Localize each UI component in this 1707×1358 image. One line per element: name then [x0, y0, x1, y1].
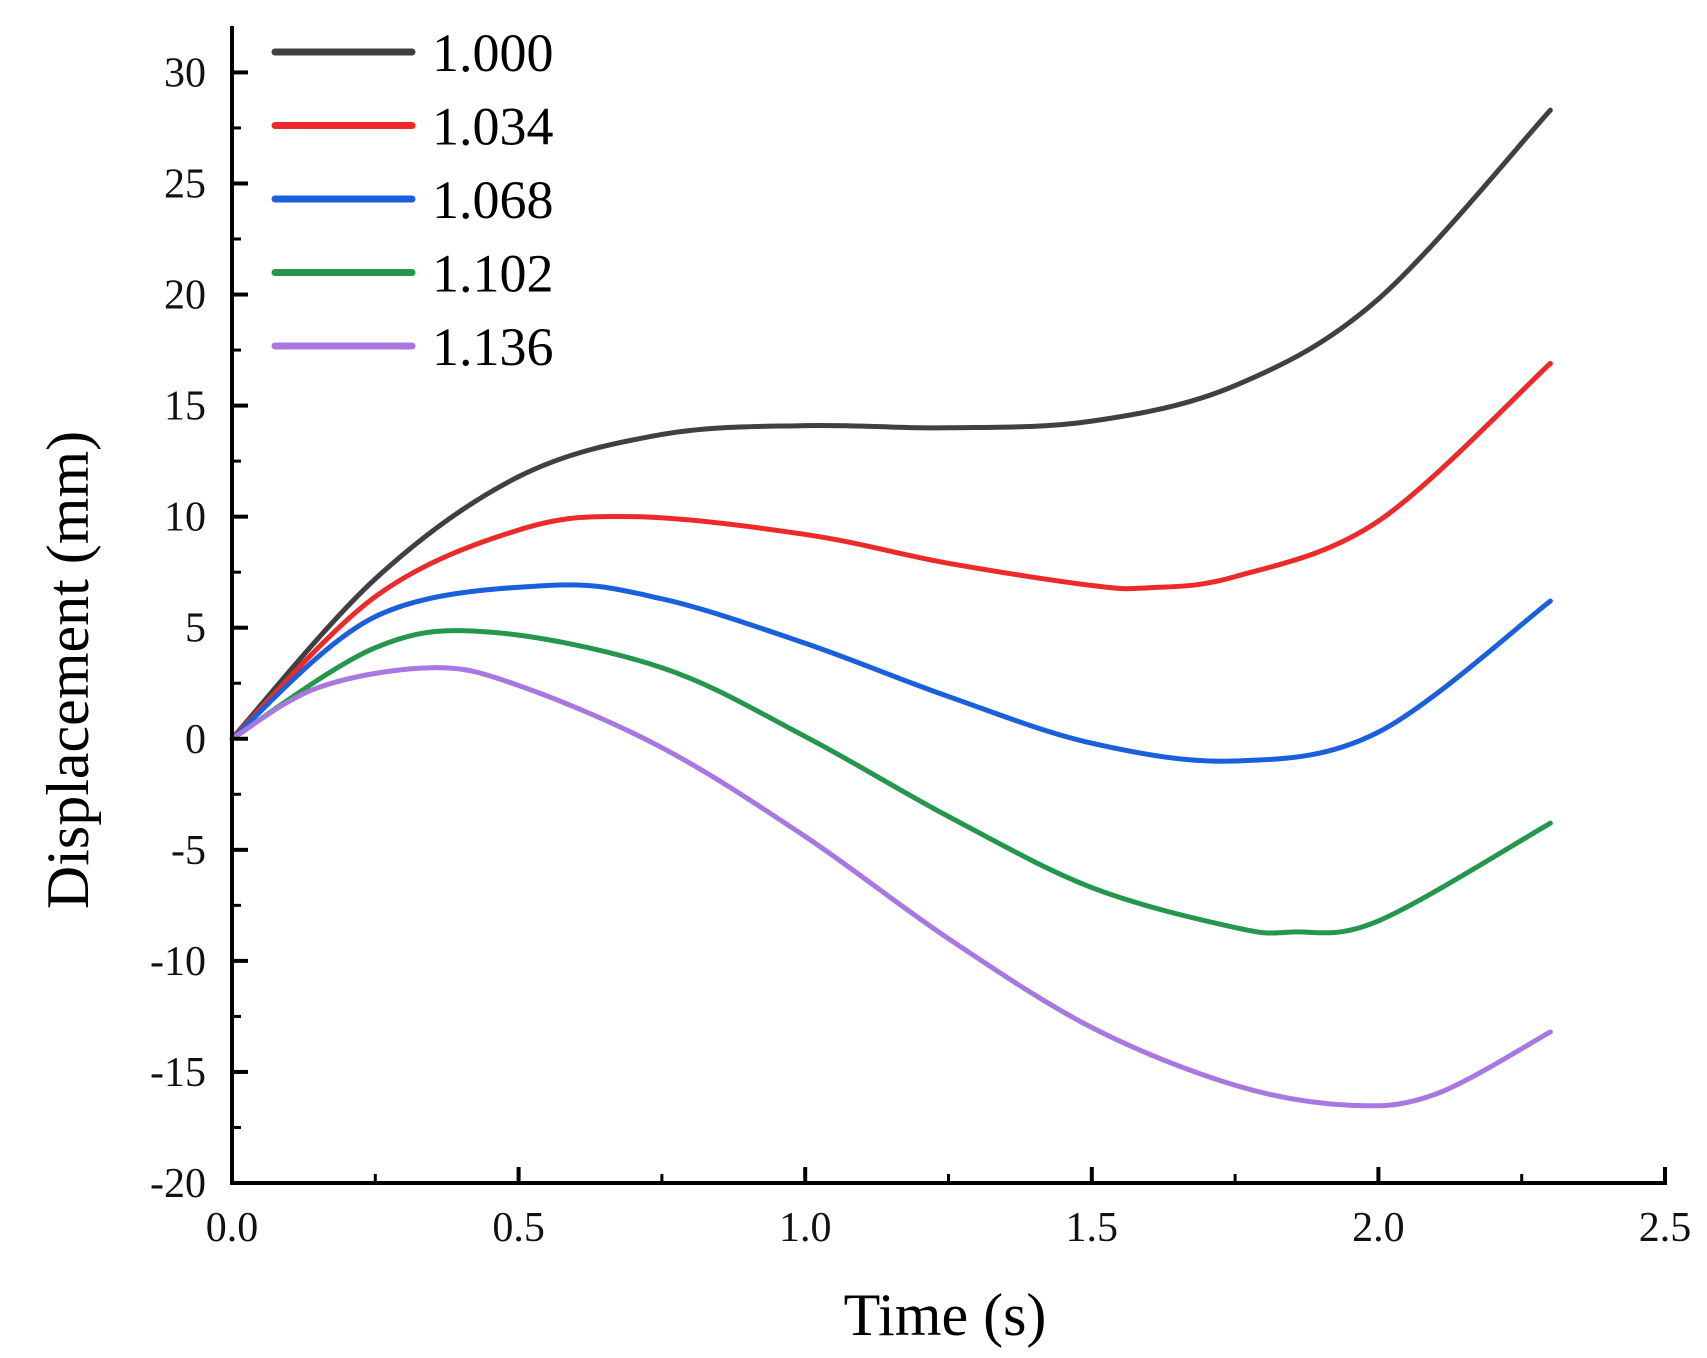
y-tick-label: -15	[150, 1050, 206, 1096]
legend-label: 1.034	[432, 97, 554, 157]
ticks-layer: 0.0 0.5 1.0 1.5 2.0 2.5 -20 -15 -10 -5 0 5 10 15 20 25 3…	[150, 50, 1691, 1251]
y-axis-title: Displacement (mm)	[35, 431, 101, 909]
series-layer	[229, 107, 1553, 1109]
series-line-1.034	[229, 360, 1553, 742]
y-tick-label: 20	[164, 273, 206, 319]
y-tick-label: 10	[164, 495, 206, 541]
y-tick-label: -5	[171, 828, 206, 874]
series-line-1.000	[229, 107, 1553, 742]
legend-label: 1.102	[432, 244, 554, 304]
x-tick-label: 1.5	[1066, 1205, 1119, 1251]
series-line-1.136	[229, 665, 1553, 1109]
legend-label: 1.000	[432, 23, 554, 83]
y-tick-label: 0	[185, 717, 206, 763]
x-tick-label: 1.0	[779, 1205, 832, 1251]
legend-label: 1.136	[432, 317, 554, 377]
legend-label: 1.068	[432, 170, 554, 230]
series-line-1.068	[229, 582, 1553, 764]
x-tick-label: 2.5	[1639, 1205, 1692, 1251]
x-axis-title: Time (s)	[844, 1282, 1047, 1348]
y-tick-label: -10	[150, 939, 206, 985]
series-line-1.102	[229, 628, 1553, 936]
legend: 1.000 1.034 1.068 1.102 1.136	[271, 23, 554, 377]
y-tick-label: -20	[150, 1161, 206, 1207]
y-tick-label: 5	[185, 606, 206, 652]
y-tick-label: 30	[164, 50, 206, 96]
x-tick-label: 0.0	[206, 1205, 259, 1251]
y-tick-label: 25	[164, 161, 206, 207]
y-tick-label: 15	[164, 384, 206, 430]
x-tick-label: 0.5	[492, 1205, 545, 1251]
x-tick-label: 2.0	[1352, 1205, 1405, 1251]
